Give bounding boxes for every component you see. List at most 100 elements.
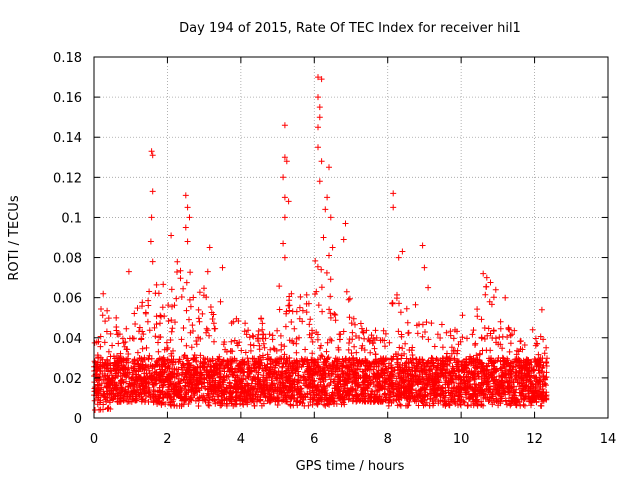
data-point	[388, 399, 395, 406]
data-point	[276, 283, 283, 290]
data-point	[189, 322, 196, 329]
data-point	[231, 337, 238, 344]
data-point	[342, 382, 349, 389]
data-point	[100, 290, 107, 297]
data-point	[480, 270, 487, 277]
data-point	[139, 345, 146, 352]
data-point	[173, 295, 180, 302]
data-point	[267, 396, 274, 403]
data-point	[168, 232, 175, 239]
data-point	[359, 342, 366, 349]
data-point	[178, 336, 185, 343]
data-point	[322, 206, 329, 213]
data-point	[102, 318, 109, 325]
y-tick-label: 0.14	[53, 131, 82, 146]
data-point	[235, 318, 242, 324]
data-point	[247, 347, 254, 354]
data-point	[353, 374, 360, 381]
data-point	[332, 312, 339, 318]
data-point	[115, 331, 122, 338]
data-point	[251, 361, 258, 368]
data-point	[210, 386, 217, 393]
data-point	[249, 376, 256, 382]
data-point	[98, 384, 104, 391]
data-point	[321, 391, 328, 398]
data-point	[286, 307, 293, 314]
data-point	[95, 338, 102, 345]
x-tick-label: 10	[453, 432, 470, 447]
data-point	[183, 307, 190, 314]
data-point	[327, 293, 334, 300]
data-point	[327, 214, 334, 221]
data-point	[97, 333, 104, 340]
data-point	[280, 380, 287, 387]
data-point	[348, 350, 355, 357]
data-point	[399, 248, 406, 255]
data-point	[246, 334, 253, 341]
data-point	[312, 257, 319, 264]
data-point	[386, 389, 393, 396]
data-point	[149, 152, 156, 159]
data-point	[228, 320, 235, 327]
y-tick-label: 0.04	[53, 332, 82, 347]
data-point	[174, 258, 181, 265]
data-point	[345, 396, 352, 403]
data-point	[245, 327, 252, 334]
data-point	[281, 122, 288, 129]
data-point	[227, 391, 234, 397]
data-point	[372, 351, 379, 358]
data-point	[92, 407, 98, 413]
data-point	[122, 372, 129, 379]
data-point	[243, 331, 250, 338]
data-point	[289, 391, 296, 398]
data-point	[318, 352, 325, 359]
data-point	[99, 312, 106, 319]
data-point	[393, 393, 400, 400]
data-point	[299, 307, 306, 314]
data-point	[405, 366, 412, 373]
data-point	[115, 361, 122, 368]
data-point	[469, 331, 476, 338]
data-point	[295, 368, 302, 375]
data-point	[311, 394, 318, 401]
data-point	[399, 345, 406, 352]
data-point	[171, 302, 178, 309]
data-point	[482, 291, 489, 298]
data-point	[157, 334, 164, 340]
chart-title: Day 194 of 2015, Rate Of TEC Index for r…	[179, 21, 521, 36]
data-point	[264, 351, 271, 358]
data-point	[153, 321, 160, 328]
data-point	[358, 325, 365, 332]
data-point	[319, 394, 326, 401]
data-point	[244, 355, 251, 362]
data-point	[148, 214, 155, 221]
data-point	[332, 365, 339, 372]
data-point	[241, 328, 248, 335]
data-point	[323, 362, 330, 369]
data-point	[323, 348, 330, 355]
data-point	[228, 365, 234, 372]
data-point	[125, 268, 132, 275]
x-tick-label: 4	[237, 432, 245, 447]
data-point	[398, 382, 405, 389]
data-point	[326, 401, 333, 408]
data-point	[372, 374, 379, 381]
data-point	[100, 376, 107, 383]
data-point	[169, 361, 176, 368]
data-point	[167, 337, 174, 343]
data-point	[119, 335, 126, 342]
data-point	[288, 290, 295, 297]
data-point	[159, 363, 166, 370]
data-point	[279, 379, 286, 386]
data-point	[332, 355, 339, 362]
data-point	[324, 355, 331, 362]
data-point	[358, 384, 365, 391]
data-point	[409, 372, 416, 379]
data-point	[349, 389, 356, 396]
data-point	[130, 335, 137, 342]
data-point	[183, 342, 190, 349]
data-point	[131, 381, 138, 387]
data-point	[185, 401, 192, 407]
data-point	[238, 358, 245, 365]
data-point	[404, 402, 411, 409]
